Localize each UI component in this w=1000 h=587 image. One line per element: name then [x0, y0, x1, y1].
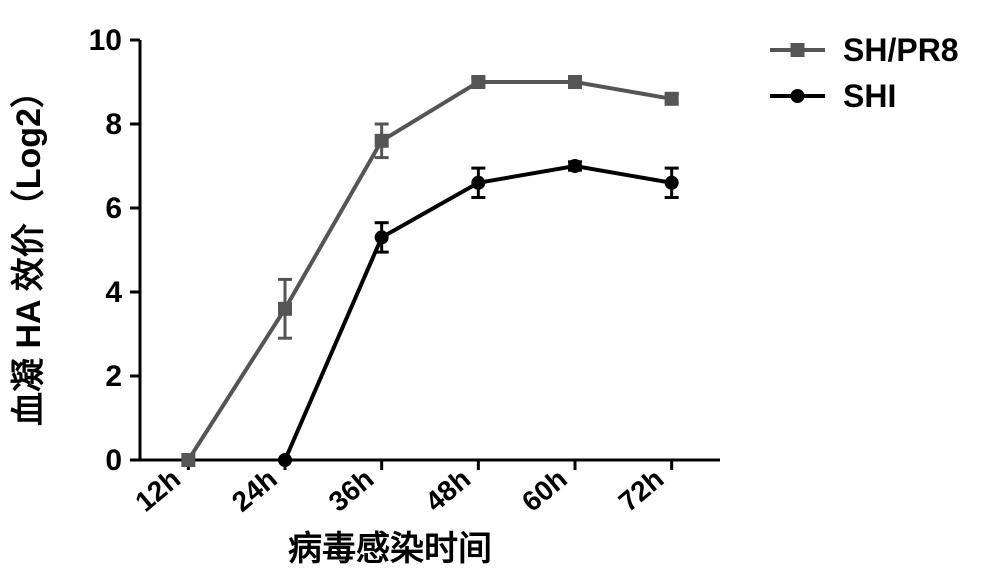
- x-tick-label: 48h: [419, 463, 476, 518]
- marker-square: [568, 75, 582, 89]
- x-tick-label: 36h: [323, 463, 380, 518]
- y-tick-label: 0: [105, 444, 122, 477]
- legend-label: SHI: [843, 78, 896, 114]
- x-tick-label: 24h: [226, 463, 283, 518]
- marker-circle: [375, 230, 389, 244]
- marker-circle: [665, 176, 679, 190]
- legend-marker-square: [791, 43, 805, 57]
- marker-circle: [471, 176, 485, 190]
- y-tick-label: 8: [105, 108, 122, 141]
- x-tick-label: 12h: [129, 463, 186, 518]
- x-axis-title: 病毒感染时间: [288, 530, 492, 568]
- marker-square: [278, 302, 292, 316]
- marker-square: [375, 134, 389, 148]
- x-tick-label: 72h: [613, 463, 670, 518]
- chart-container: 0 2 4 6 8 10 12h 24h 36h 48h 60h 72h 血凝 HA 效价（Log2） 病…: [0, 0, 1000, 587]
- marker-square: [181, 453, 195, 467]
- legend-label: SH/PR8: [843, 32, 959, 68]
- marker-circle: [278, 453, 292, 467]
- y-axis-title: 血凝 HA 效价（Log2）: [9, 74, 48, 426]
- legend-marker-circle: [791, 89, 805, 103]
- y-tick-label: 6: [105, 192, 122, 225]
- y-tick-label: 2: [105, 360, 122, 393]
- y-tick-label: 4: [105, 276, 122, 309]
- line-chart: 0 2 4 6 8 10 12h 24h 36h 48h 60h 72h 血凝 HA 效价（Log2） 病…: [0, 0, 1000, 587]
- series-line: [188, 82, 671, 460]
- marker-square: [665, 92, 679, 106]
- marker-square: [471, 75, 485, 89]
- y-tick-label: 10: [89, 24, 122, 57]
- marker-circle: [568, 159, 582, 173]
- x-tick-label: 60h: [516, 463, 573, 518]
